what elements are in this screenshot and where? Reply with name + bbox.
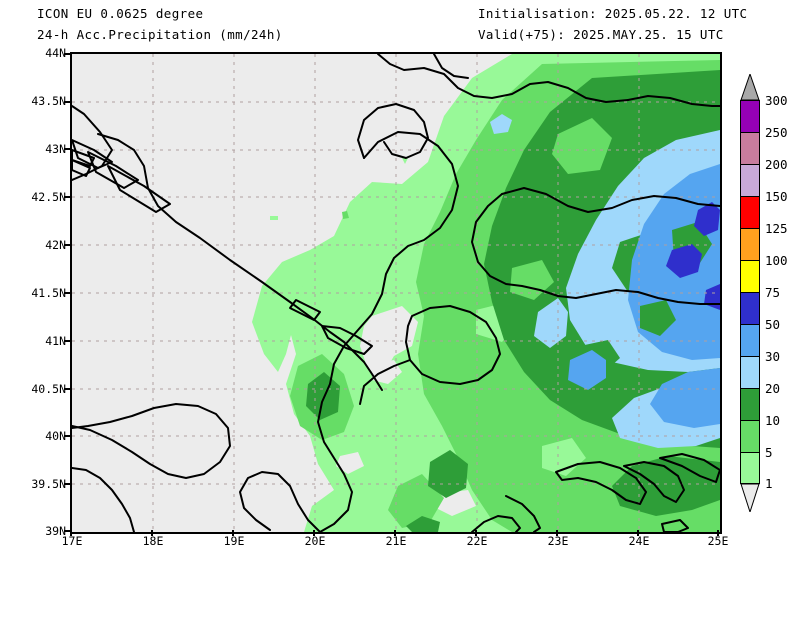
precip-hole-5mm-c bbox=[542, 438, 586, 476]
precip-band-30mm-spot bbox=[568, 350, 606, 390]
border-macedonia-serbia bbox=[405, 305, 501, 385]
precip-speck-b bbox=[342, 211, 349, 219]
coast-dalmatia-island-e bbox=[72, 159, 91, 177]
coast-greece-ionian-island bbox=[72, 403, 231, 479]
precipitation-map bbox=[70, 52, 722, 534]
model-name-label: ICON EU 0.0625 degree bbox=[37, 6, 204, 21]
map-canvas bbox=[72, 54, 720, 532]
coast-greece-ionian-b bbox=[72, 467, 135, 532]
precip-speck-c bbox=[270, 216, 278, 220]
coast-dalmatia-island-b bbox=[87, 151, 139, 189]
precip-speck-a bbox=[402, 158, 408, 164]
coast-aegean-mainland bbox=[505, 495, 541, 532]
border-north-b bbox=[433, 54, 469, 79]
precip-band-5mm-south bbox=[388, 474, 444, 528]
precip-band-50mm-b bbox=[666, 244, 702, 278]
precipitation-field bbox=[252, 54, 720, 532]
colorbar-band-250 bbox=[740, 132, 760, 164]
colorbar-band-10 bbox=[740, 420, 760, 452]
border-bulgaria-north bbox=[501, 187, 720, 213]
precip-band-10mm-core-c bbox=[428, 450, 468, 498]
coast-greece-west bbox=[239, 471, 321, 532]
border-albania-west bbox=[317, 383, 353, 532]
initialisation-time-label: Initialisation: 2025.05.22. 12 UTC bbox=[478, 6, 748, 21]
coastlines-and-borders bbox=[72, 54, 720, 532]
coast-chalkidiki-finger-a bbox=[623, 461, 685, 503]
border-bosnia-n bbox=[357, 103, 429, 159]
colorbar bbox=[740, 100, 760, 484]
precip-band-1mm-southwest bbox=[304, 490, 372, 532]
coast-dalmatia-island-a bbox=[72, 139, 113, 169]
coast-aegean-chalkidiki bbox=[555, 461, 647, 505]
coast-croatia-mainland bbox=[97, 133, 383, 391]
colorbar-band-75 bbox=[740, 292, 760, 324]
precip-band-20mm-finger bbox=[534, 298, 568, 348]
colorbar-band-20 bbox=[740, 388, 760, 420]
colorbar-band-300 bbox=[740, 100, 760, 132]
coast-dalmatia-island-d bbox=[72, 149, 95, 167]
precip-band-20mm-spot bbox=[490, 114, 512, 134]
coast-dalmatia-island-c bbox=[107, 165, 171, 213]
colorbar-band-200 bbox=[740, 164, 760, 196]
colorbar-band-125 bbox=[740, 228, 760, 260]
coast-chalkidiki-finger-b bbox=[659, 453, 720, 483]
colorbar-under-triangle bbox=[740, 484, 760, 512]
border-serbia-bulgaria bbox=[471, 193, 720, 305]
coast-small-island-f bbox=[289, 299, 321, 321]
colorbar-band-50 bbox=[740, 324, 760, 356]
precip-band-50mm-a bbox=[694, 202, 720, 236]
colorbar-band-30 bbox=[740, 356, 760, 388]
field-name-label: 24-h Acc.Precipitation (mm/24h) bbox=[37, 27, 283, 42]
precip-hole-10mm-a bbox=[552, 118, 612, 174]
border-bosnia bbox=[329, 131, 459, 385]
precip-speck-d bbox=[412, 302, 417, 306]
coast-bay-detail bbox=[321, 325, 373, 355]
precip-band-30mm-east bbox=[650, 368, 720, 428]
colorbar-over-triangle bbox=[740, 74, 760, 100]
precip-island-green-e bbox=[640, 300, 676, 336]
precip-hole-central-gr bbox=[336, 452, 364, 474]
border-serbia-east bbox=[627, 95, 720, 107]
colorbar-band-150 bbox=[740, 196, 760, 228]
coast-island-thasos bbox=[661, 519, 689, 532]
valid-time-label: Valid(+75): 2025.MAY.25. 15 UTC bbox=[478, 27, 724, 42]
precip-hole-macedonia bbox=[360, 306, 418, 376]
precip-band-10mm-spot1 bbox=[406, 516, 440, 532]
colorbar-band-5 bbox=[740, 452, 760, 484]
coast-aegean-south bbox=[471, 515, 521, 532]
border-greece-north bbox=[359, 359, 411, 405]
colorbar-band-100 bbox=[740, 260, 760, 292]
border-north bbox=[377, 54, 629, 103]
